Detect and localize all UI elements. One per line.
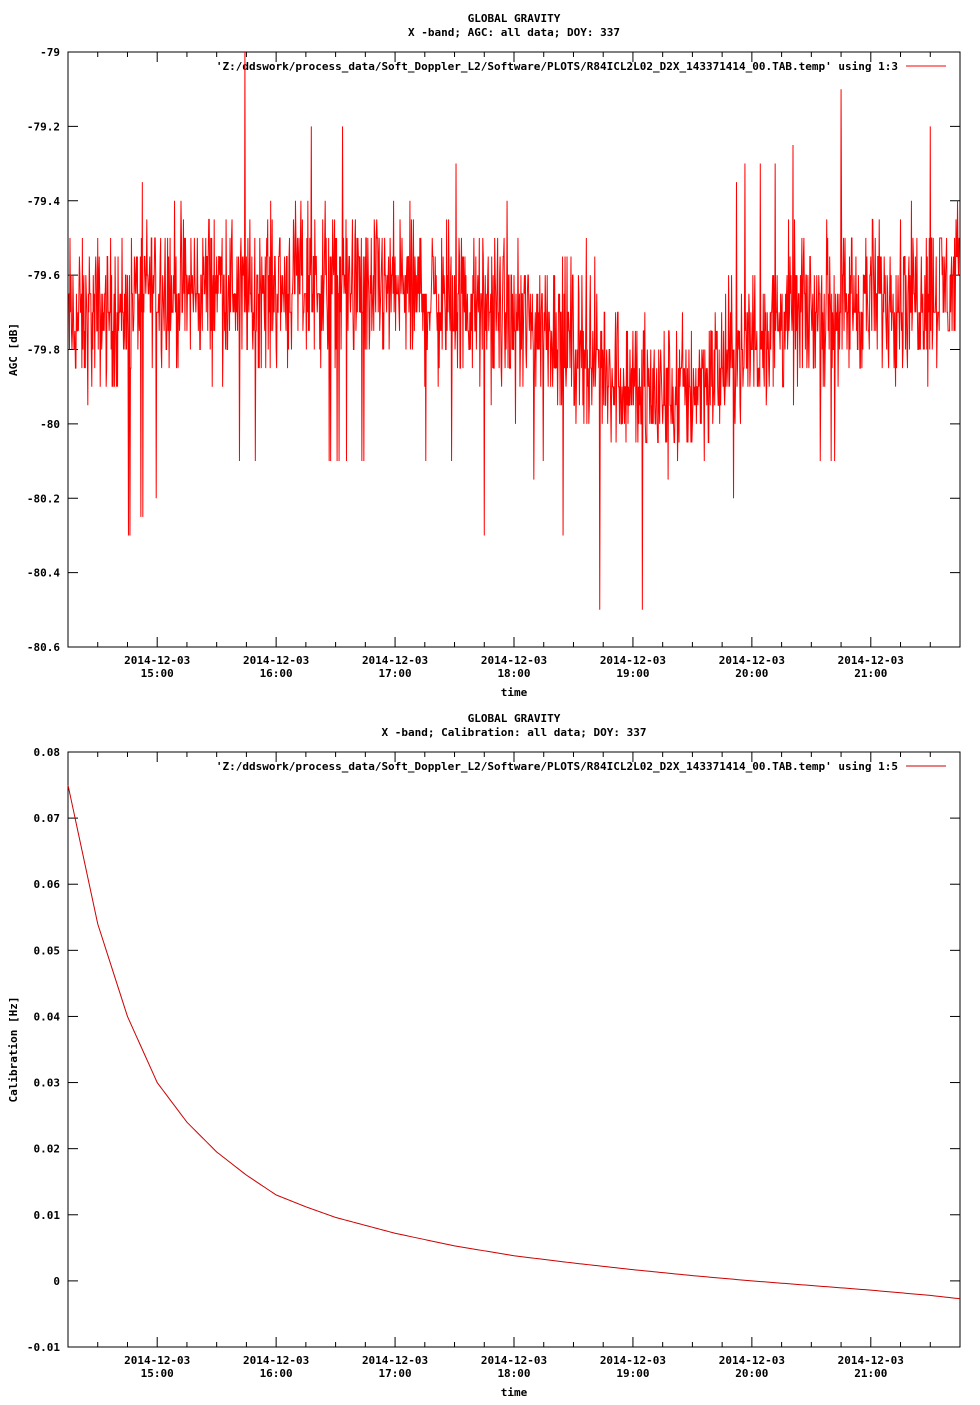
x-tick-label-date: 2014-12-03 [719, 1354, 785, 1367]
y-tick-label: -80.6 [27, 641, 60, 654]
y-tick-label: -79 [40, 46, 60, 59]
x-tick-label-time: 20:00 [735, 1367, 768, 1380]
x-tick-label-date: 2014-12-03 [600, 1354, 666, 1367]
chart-title: GLOBAL GRAVITY [468, 12, 561, 25]
x-tick-label-date: 2014-12-03 [481, 1354, 547, 1367]
x-tick-label-time: 18:00 [497, 1367, 530, 1380]
y-tick-label: -79.8 [27, 344, 60, 357]
y-tick-label: -80 [40, 418, 60, 431]
x-axis-label: time [501, 1386, 528, 1399]
y-tick-label: -79.4 [27, 195, 60, 208]
series-line [67, 784, 961, 1300]
chart-subtitle: X -band; AGC: all data; DOY: 337 [408, 26, 620, 39]
x-tick-label-time: 16:00 [260, 667, 293, 680]
plot-frame [67, 751, 961, 1348]
x-tick-label-time: 18:00 [497, 667, 530, 680]
x-tick-label-date: 2014-12-03 [243, 1354, 309, 1367]
y-tick-label: -0.01 [27, 1341, 60, 1354]
x-tick-label-time: 15:00 [141, 667, 174, 680]
y-axis-label: AGC [dB] [7, 323, 20, 376]
y-tick-label: -80.2 [27, 492, 60, 505]
legend-label: 'Z:/ddswork/process_data/Soft_Doppler_L2… [216, 60, 898, 73]
y-tick-label: -79.6 [27, 269, 60, 282]
chart-subtitle: X -band; Calibration: all data; DOY: 337 [382, 726, 647, 739]
x-tick-label-time: 17:00 [379, 667, 412, 680]
y-tick-label: 0.04 [34, 1010, 61, 1023]
y-tick-label: 0 [53, 1275, 60, 1288]
y-tick-label: 0.06 [34, 878, 61, 891]
x-tick-label-date: 2014-12-03 [719, 654, 785, 667]
x-tick-label-date: 2014-12-03 [124, 654, 190, 667]
x-tick-label-date: 2014-12-03 [838, 654, 904, 667]
x-tick-label-date: 2014-12-03 [124, 1354, 190, 1367]
y-tick-label: 0.03 [34, 1077, 61, 1090]
y-tick-label: 0.05 [34, 944, 61, 957]
x-tick-label-date: 2014-12-03 [362, 1354, 428, 1367]
x-tick-label-time: 15:00 [141, 1367, 174, 1380]
x-tick-label-time: 20:00 [735, 667, 768, 680]
y-tick-label: 0.07 [34, 812, 61, 825]
x-tick-label-date: 2014-12-03 [243, 654, 309, 667]
y-axis-label: Calibration [Hz] [7, 997, 20, 1103]
y-tick-label: -80.4 [27, 567, 60, 580]
series-line [68, 51, 960, 610]
x-tick-label-time: 21:00 [854, 1367, 887, 1380]
x-tick-label-time: 21:00 [854, 667, 887, 680]
x-tick-label-time: 19:00 [616, 667, 649, 680]
legend-label: 'Z:/ddswork/process_data/Soft_Doppler_L2… [216, 760, 898, 773]
x-tick-label-date: 2014-12-03 [600, 654, 666, 667]
x-tick-label-time: 17:00 [379, 1367, 412, 1380]
x-tick-label-time: 19:00 [616, 1367, 649, 1380]
y-tick-label: 0.02 [34, 1143, 61, 1156]
y-tick-label: -79.2 [27, 120, 60, 133]
chart-title: GLOBAL GRAVITY [468, 712, 561, 725]
x-tick-label-date: 2014-12-03 [362, 654, 428, 667]
x-axis-label: time [501, 686, 528, 699]
x-tick-label-time: 16:00 [260, 1367, 293, 1380]
y-tick-label: 0.01 [34, 1209, 61, 1222]
x-tick-label-date: 2014-12-03 [838, 1354, 904, 1367]
x-tick-label-date: 2014-12-03 [481, 654, 547, 667]
y-tick-label: 0.08 [34, 746, 61, 759]
